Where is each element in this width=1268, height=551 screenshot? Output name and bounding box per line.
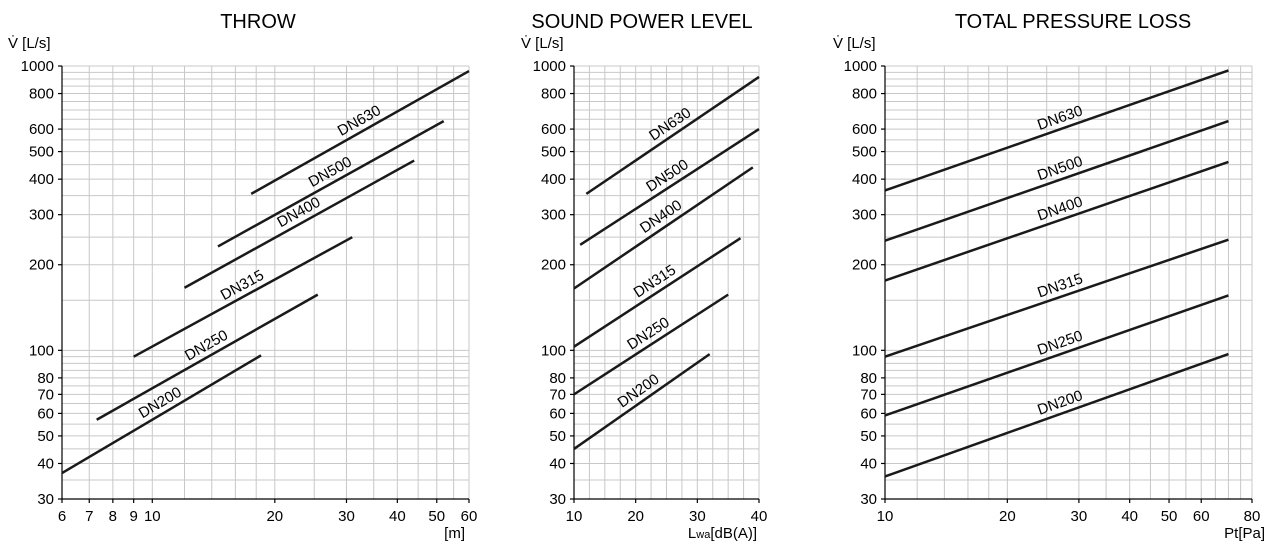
y-tick-label: 1000 bbox=[844, 58, 877, 75]
y-tick-label: 80 bbox=[37, 370, 54, 387]
x-axis-label-main: L bbox=[688, 525, 696, 542]
y-tick-label: 40 bbox=[860, 455, 877, 472]
x-tick-label: 9 bbox=[129, 508, 137, 525]
y-tick-label: 300 bbox=[852, 207, 877, 224]
y-axis-label: V̇ [L/s] bbox=[8, 35, 51, 52]
x-tick-label: 10 bbox=[877, 508, 894, 525]
series-line-dn400 bbox=[183, 159, 415, 289]
series-line-dn500 bbox=[579, 128, 760, 246]
x-tick-label: 30 bbox=[338, 508, 355, 525]
y-tick-label: 300 bbox=[541, 207, 566, 224]
y-tick-label: 200 bbox=[29, 257, 54, 274]
y-tick-label: 500 bbox=[541, 144, 566, 161]
y-tick-label: 50 bbox=[860, 428, 877, 445]
series-line-dn500 bbox=[217, 120, 445, 248]
y-tick-label: 30 bbox=[860, 491, 877, 508]
y-tick-label: 60 bbox=[37, 405, 54, 422]
series-line-dn200 bbox=[884, 352, 1229, 478]
series-line-dn630 bbox=[585, 75, 760, 195]
x-tick-label: 20 bbox=[266, 508, 283, 525]
x-tick-label: 40 bbox=[389, 508, 406, 525]
y-axis-label: V̇ [L/s] bbox=[833, 35, 876, 52]
y-tick-label: 400 bbox=[541, 171, 566, 188]
x-tick-label: 30 bbox=[1071, 508, 1088, 525]
x-tick-label: 7 bbox=[85, 508, 93, 525]
y-tick-label: 80 bbox=[549, 370, 566, 387]
x-tick-label: 30 bbox=[689, 508, 706, 525]
y-tick-label: 600 bbox=[29, 121, 54, 138]
y-tick-label: 80 bbox=[860, 370, 877, 387]
y-tick-label: 200 bbox=[541, 257, 566, 274]
x-tick-label: 10 bbox=[566, 508, 583, 525]
series-line-dn315 bbox=[884, 238, 1229, 358]
y-tick-label: 50 bbox=[549, 428, 566, 445]
chart-title: THROW bbox=[220, 11, 296, 33]
y-tick-label: 500 bbox=[29, 144, 54, 161]
series-line-dn630 bbox=[250, 69, 470, 195]
y-tick-label: 100 bbox=[852, 342, 877, 359]
y-tick-label: 30 bbox=[549, 491, 566, 508]
y-tick-label: 1000 bbox=[21, 58, 54, 75]
x-axis-label: Pt[Pa] bbox=[1224, 525, 1265, 542]
y-tick-label: 40 bbox=[549, 455, 566, 472]
x-tick-label: 60 bbox=[461, 508, 478, 525]
x-tick-label: 20 bbox=[627, 508, 644, 525]
series-line-dn250 bbox=[96, 293, 319, 421]
series-line-dn315 bbox=[133, 236, 353, 358]
chart-title: SOUND POWER LEVEL bbox=[531, 11, 752, 33]
y-tick-label: 60 bbox=[860, 405, 877, 422]
x-axis-label: [m] bbox=[444, 525, 465, 542]
y-tick-label: 60 bbox=[549, 405, 566, 422]
y-tick-label: 50 bbox=[37, 428, 54, 445]
y-tick-label: 800 bbox=[29, 86, 54, 103]
series-line-dn200 bbox=[573, 353, 711, 450]
y-tick-label: 500 bbox=[852, 144, 877, 161]
y-tick-label: 1000 bbox=[533, 58, 566, 75]
x-axis-label-sub: wa bbox=[695, 529, 711, 541]
x-tick-label: 40 bbox=[751, 508, 768, 525]
series-line-dn250 bbox=[573, 293, 729, 396]
x-tick-label: 50 bbox=[428, 508, 445, 525]
x-tick-label: 6 bbox=[58, 508, 66, 525]
series-line-dn250 bbox=[884, 294, 1229, 417]
series-line-dn500 bbox=[884, 119, 1229, 242]
series-line-dn400 bbox=[884, 160, 1229, 282]
y-axis-label: V̇ [L/s] bbox=[521, 35, 564, 52]
y-tick-label: 100 bbox=[541, 342, 566, 359]
y-tick-label: 600 bbox=[541, 121, 566, 138]
y-tick-label: 70 bbox=[549, 386, 566, 403]
x-tick-label: 10 bbox=[144, 508, 161, 525]
y-tick-label: 30 bbox=[37, 491, 54, 508]
y-tick-label: 40 bbox=[37, 455, 54, 472]
y-tick-label: 400 bbox=[852, 171, 877, 188]
series-line-dn400 bbox=[573, 166, 754, 290]
x-axis-label-rest: [dB(A)] bbox=[710, 525, 757, 542]
y-tick-label: 200 bbox=[852, 257, 877, 274]
y-tick-label: 300 bbox=[29, 207, 54, 224]
x-tick-label: 50 bbox=[1161, 508, 1178, 525]
x-tick-label: 80 bbox=[1244, 508, 1261, 525]
x-tick-label: 60 bbox=[1193, 508, 1210, 525]
x-tick-label: 20 bbox=[999, 508, 1016, 525]
series-line-dn315 bbox=[573, 237, 742, 348]
y-tick-label: 600 bbox=[852, 121, 877, 138]
series-line-dn200 bbox=[61, 354, 262, 475]
y-tick-label: 70 bbox=[860, 386, 877, 403]
x-tick-label: 40 bbox=[1121, 508, 1138, 525]
y-tick-label: 800 bbox=[852, 86, 877, 103]
y-tick-label: 100 bbox=[29, 342, 54, 359]
y-tick-label: 400 bbox=[29, 171, 54, 188]
x-axis-label: Lwa[dB(A)] bbox=[688, 525, 757, 542]
x-tick-label: 8 bbox=[109, 508, 117, 525]
chart-title: TOTAL PRESSURE LOSS bbox=[955, 11, 1191, 33]
y-tick-label: 800 bbox=[541, 86, 566, 103]
y-tick-label: 70 bbox=[37, 386, 54, 403]
series-line-dn630 bbox=[884, 69, 1229, 192]
